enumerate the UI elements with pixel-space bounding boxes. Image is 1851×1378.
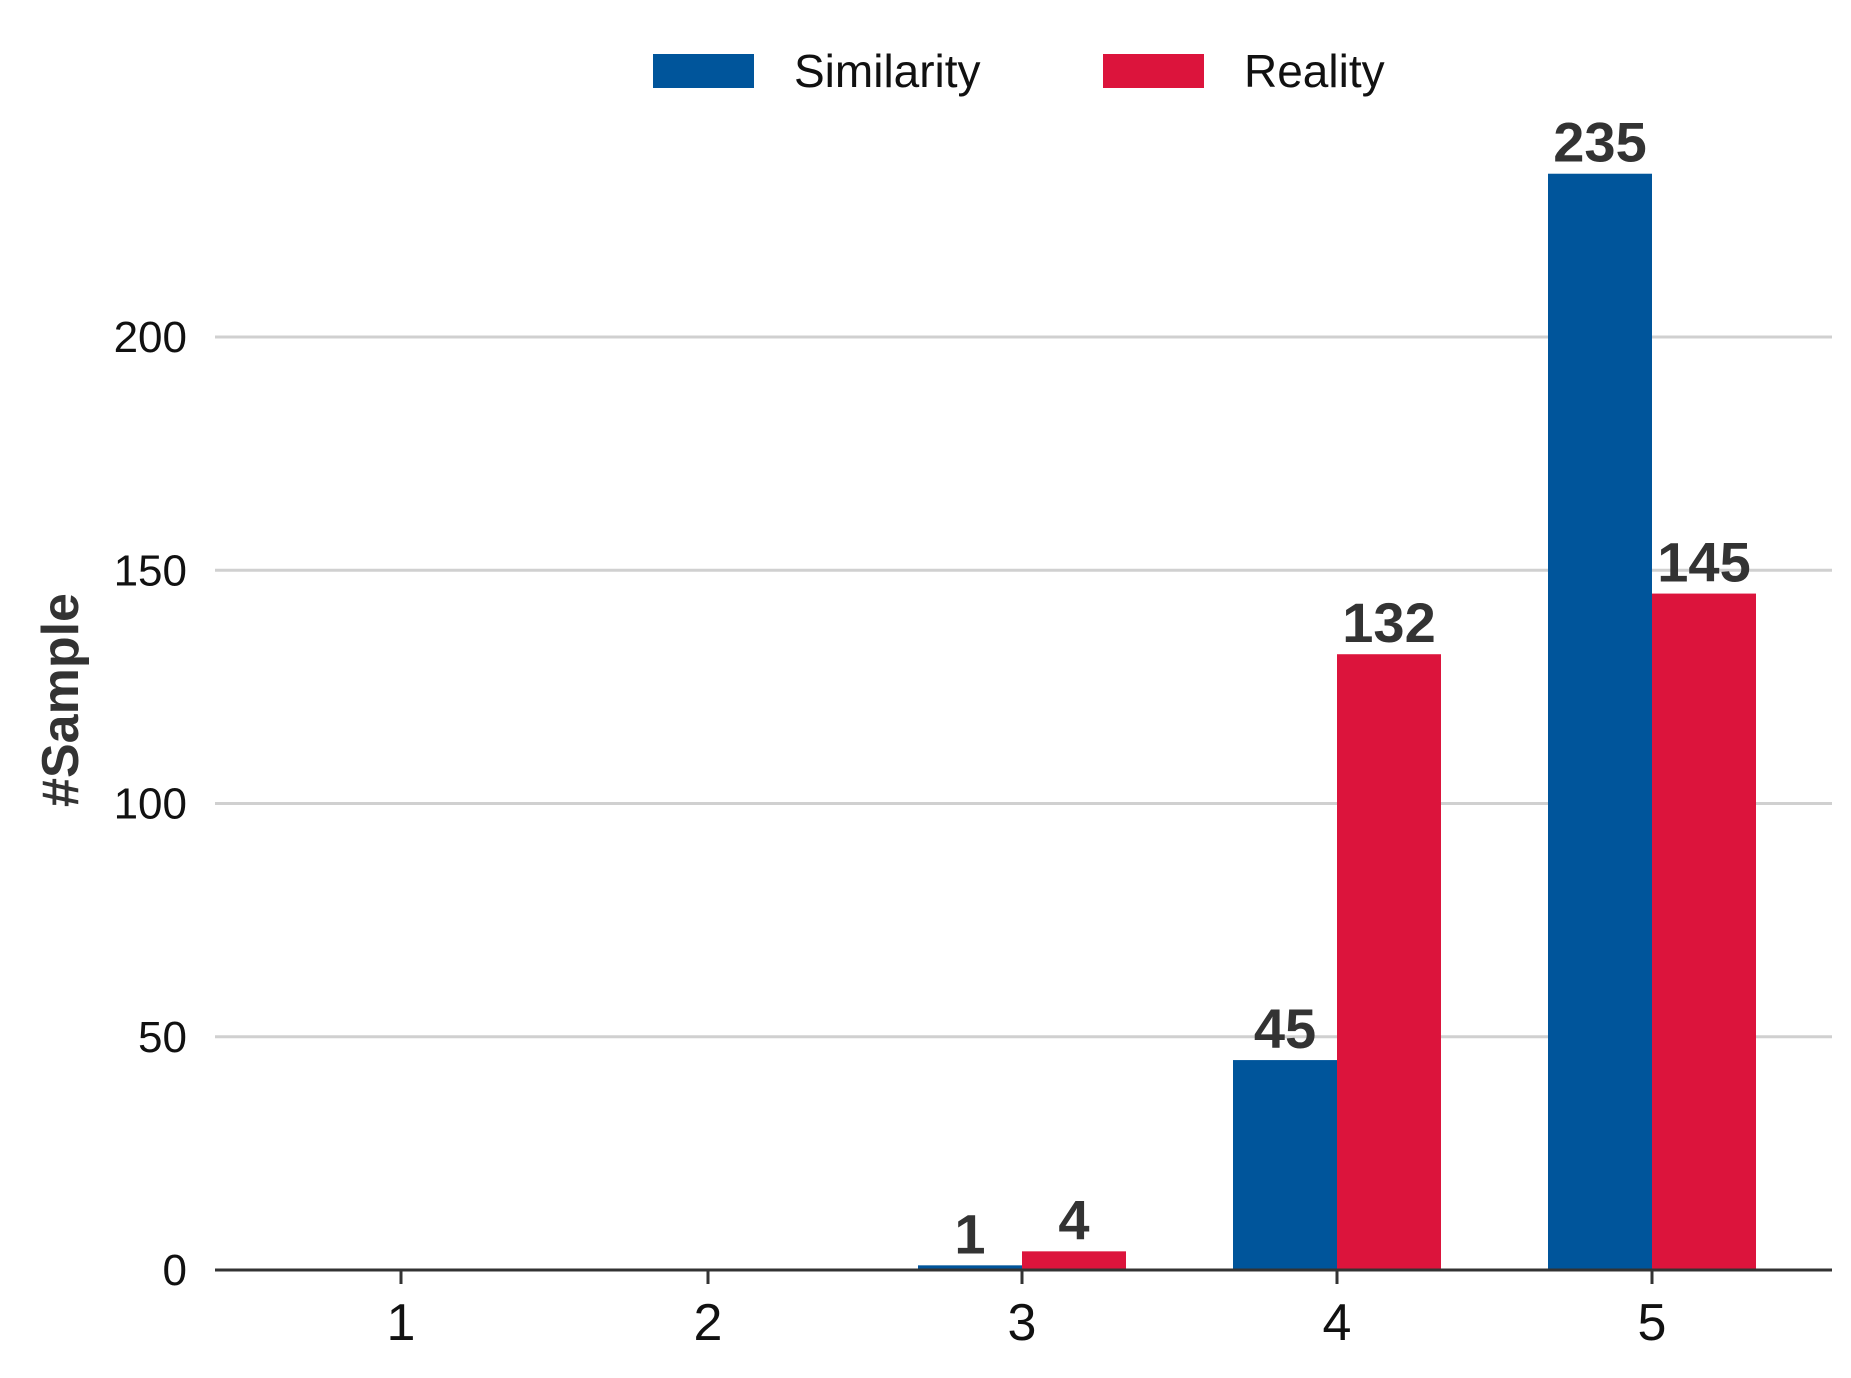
y-tick-label: 50 (138, 1013, 187, 1062)
data-label: 145 (1657, 531, 1750, 594)
x-tick-label: 3 (1008, 1294, 1037, 1352)
bar-reality-5 (1652, 593, 1756, 1270)
legend-swatch-similarity (653, 54, 754, 88)
bar-reality-4 (1337, 654, 1441, 1270)
legend-swatch-reality (1103, 54, 1204, 88)
data-label: 235 (1553, 111, 1646, 174)
x-tick-label: 5 (1638, 1294, 1667, 1352)
data-label: 1 (954, 1202, 985, 1265)
legend-label-reality: Reality (1244, 45, 1385, 97)
bar-similarity-5 (1548, 173, 1652, 1271)
bar-similarity-3 (918, 1265, 1022, 1270)
y-tick-label: 100 (114, 780, 187, 829)
legend: Similarity Reality (653, 45, 1385, 97)
y-axis-label: #Sample (32, 593, 90, 807)
y-tick-label: 200 (114, 313, 187, 362)
bar-reality-3 (1022, 1251, 1126, 1270)
data-label: 45 (1254, 997, 1316, 1060)
bars (918, 173, 1756, 1271)
x-tick-label: 2 (694, 1294, 723, 1352)
data-label: 4 (1058, 1188, 1089, 1251)
x-tick-label: 1 (387, 1294, 416, 1352)
y-tick-label: 0 (163, 1246, 187, 1295)
x-tick-label: 4 (1323, 1294, 1352, 1352)
y-tick-label: 150 (114, 546, 187, 595)
legend-label-similarity: Similarity (794, 45, 981, 97)
data-label: 132 (1342, 591, 1435, 654)
bar-similarity-4 (1233, 1060, 1337, 1270)
